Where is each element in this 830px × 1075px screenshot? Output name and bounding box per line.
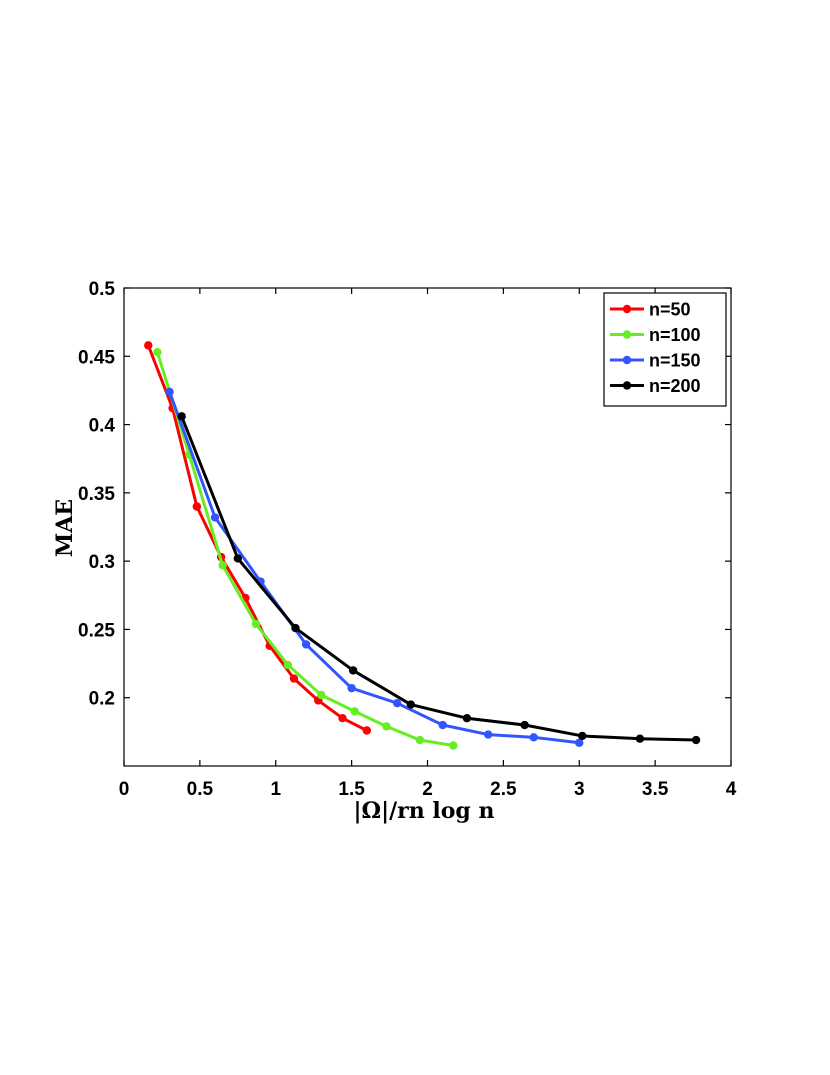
- x-tick-label: 1: [270, 779, 281, 800]
- y-tick-label: 0.3: [89, 552, 115, 573]
- y-tick-label: 0.45: [78, 347, 115, 368]
- data-point: [192, 502, 202, 511]
- data-point: [575, 738, 584, 747]
- data-point: [520, 720, 529, 730]
- data-point: [449, 741, 458, 750]
- data-point: [317, 690, 326, 700]
- data-point: [362, 726, 371, 735]
- data-point: [578, 731, 587, 741]
- y-tick-label: 0.5: [89, 279, 116, 300]
- series-n=100: [153, 347, 458, 750]
- data-point: [392, 698, 402, 708]
- legend-item: n=50: [610, 300, 691, 320]
- data-point: [291, 623, 300, 633]
- x-tick-label: 3.5: [642, 779, 669, 800]
- legend-swatch-marker: [622, 304, 632, 314]
- data-point: [438, 720, 447, 730]
- data-point: [301, 640, 311, 649]
- data-point: [153, 347, 162, 357]
- data-point: [635, 734, 645, 743]
- data-point: [338, 714, 347, 723]
- data-point: [484, 730, 493, 739]
- data-point: [144, 341, 153, 350]
- x-tick-label: 2.5: [490, 779, 517, 800]
- y-tick-label: 0.35: [78, 484, 115, 505]
- data-point: [283, 660, 293, 670]
- data-point: [177, 412, 186, 421]
- data-point: [350, 707, 359, 716]
- legend-label: n=150: [649, 351, 701, 371]
- data-point: [347, 683, 356, 693]
- legend-label: n=100: [649, 325, 701, 345]
- data-point: [218, 561, 227, 570]
- data-point: [415, 735, 425, 745]
- x-tick-label: 3: [574, 779, 585, 800]
- legend-swatch-marker: [622, 381, 632, 390]
- legend-item: n=200: [610, 376, 701, 396]
- legend-label: n=200: [649, 376, 701, 396]
- legend-swatch-marker: [622, 330, 632, 339]
- data-point: [406, 700, 416, 709]
- legend-label: n=50: [649, 300, 691, 320]
- x-axis-title: |Ω|/rn log n: [354, 798, 495, 824]
- data-point: [233, 554, 243, 563]
- legend-item: n=100: [610, 325, 701, 345]
- data-point: [348, 666, 358, 675]
- data-point: [462, 714, 472, 723]
- legend: n=50 n=100 n=150 n=200: [603, 292, 727, 407]
- series-line: [180, 414, 698, 742]
- plot-area: [144, 341, 701, 750]
- x-tick-label: 0: [119, 779, 130, 800]
- x-tick-label: 2: [422, 779, 433, 800]
- data-point: [165, 387, 174, 396]
- x-tick-label: 4: [726, 779, 737, 800]
- x-tick-label: 0.5: [187, 779, 214, 800]
- y-tick-label: 0.25: [78, 620, 115, 641]
- data-point: [382, 722, 391, 731]
- series-n=200: [177, 412, 701, 745]
- data-point: [210, 513, 220, 522]
- y-tick-label: 0.4: [89, 416, 116, 437]
- y-tick-label: 0.2: [89, 689, 115, 710]
- series-line: [168, 390, 581, 745]
- series-line: [155, 350, 455, 748]
- data-point: [691, 735, 701, 745]
- series-n=150: [165, 387, 584, 747]
- data-point: [529, 733, 538, 742]
- y-axis-title: MAE: [52, 499, 78, 557]
- data-point: [251, 619, 261, 629]
- x-tick-label: 1.5: [338, 779, 365, 800]
- legend-swatch-marker: [622, 355, 632, 365]
- data-point: [289, 674, 299, 683]
- axes: 0 0.5 1 1.5 2 2.5 3 3.5 4 0.2 0.25 0.3 0.35 0.4 0.45 0.…: [78, 279, 737, 800]
- legend-item: n=150: [610, 351, 701, 371]
